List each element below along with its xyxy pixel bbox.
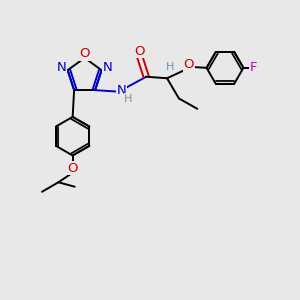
- Text: O: O: [68, 162, 78, 175]
- Text: N: N: [117, 84, 127, 97]
- Text: F: F: [250, 61, 258, 74]
- Text: O: O: [184, 58, 194, 71]
- Text: O: O: [134, 45, 145, 58]
- Text: N: N: [103, 61, 112, 74]
- Text: O: O: [80, 47, 90, 60]
- Text: N: N: [57, 61, 67, 74]
- Text: H: H: [124, 94, 133, 104]
- Text: H: H: [166, 62, 174, 72]
